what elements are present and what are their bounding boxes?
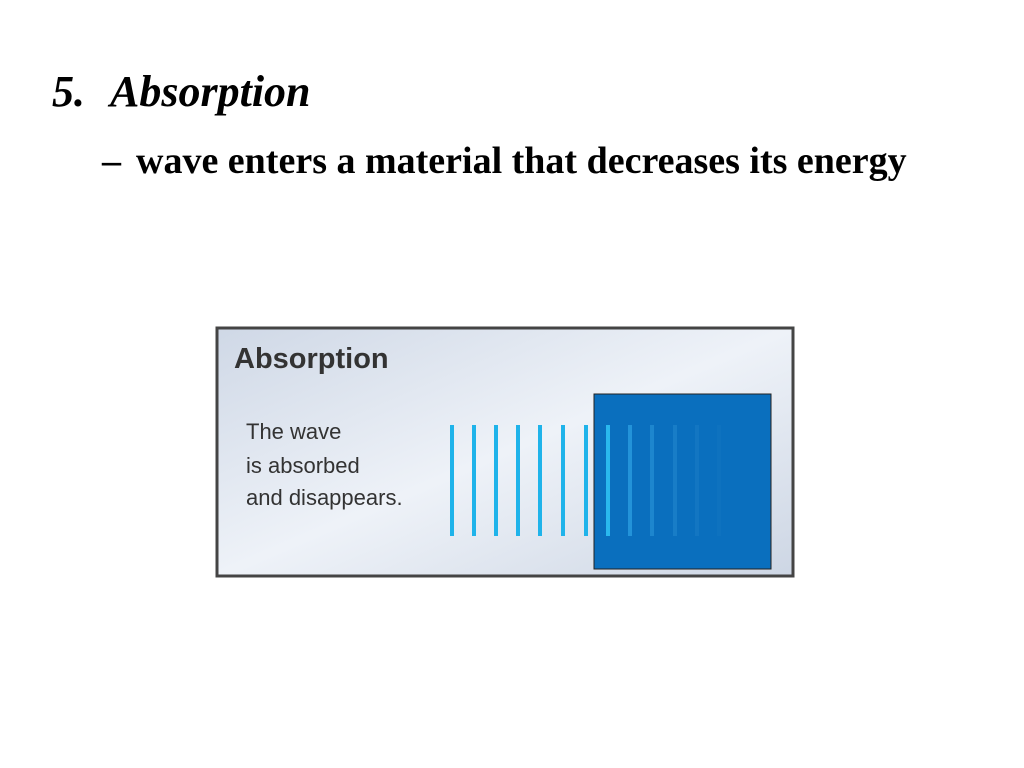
figure-caption: The wave: [246, 419, 341, 444]
heading: 5. Absorption: [52, 66, 311, 117]
heading-number: 5.: [52, 67, 85, 116]
material-block: [593, 393, 772, 570]
bullet: – wave enters a material that decreases …: [102, 136, 942, 186]
heading-title: Absorption: [110, 67, 311, 116]
figure-title: Absorption: [234, 343, 389, 375]
wave-lines: [450, 425, 721, 536]
bullet-dash: –: [102, 140, 121, 182]
figure-caption: is absorbed: [246, 453, 360, 478]
bullet-text: wave enters a material that decreases it…: [136, 140, 907, 182]
figure-caption: and disappears.: [246, 485, 403, 510]
